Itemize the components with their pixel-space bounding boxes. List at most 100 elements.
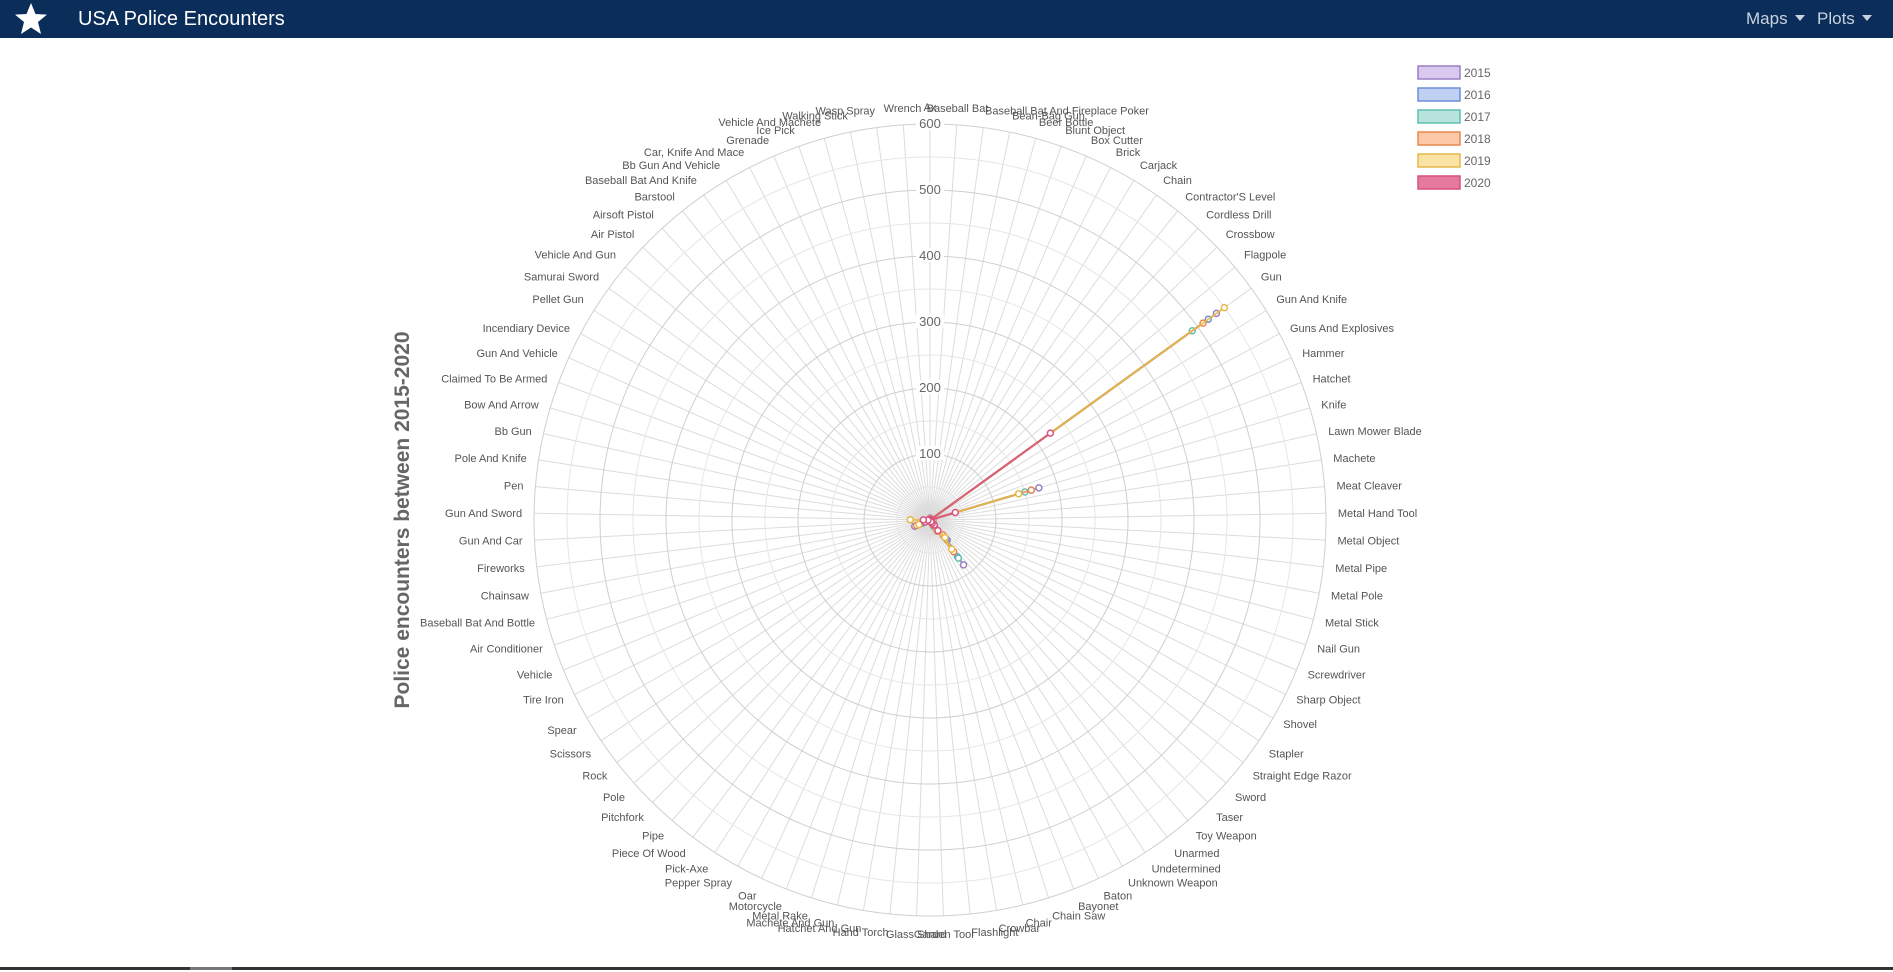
category-label: Grenade [726, 135, 769, 147]
series-2020 [919, 429, 1055, 535]
category-label: Pipe [642, 831, 664, 843]
category-label: Gun And Vehicle [476, 348, 557, 360]
category-label: Metal Pole [1331, 590, 1383, 602]
category-label: Glass Shard [886, 929, 947, 941]
category-label: Pole [603, 792, 625, 804]
grid-ring [632, 222, 1228, 818]
data-point [959, 561, 968, 569]
category-label: Gun And Sword [445, 508, 522, 520]
category-label: Chainsaw [481, 590, 529, 602]
category-label: Crowbar [999, 923, 1041, 935]
category-label: Walking Stick [782, 110, 848, 122]
category-label: Vehicle [517, 670, 552, 682]
category-label: Rock [582, 771, 608, 783]
category-label: Taser [1216, 812, 1243, 824]
grid-ring [764, 354, 1096, 686]
data-point [934, 526, 942, 535]
category-label: Crossbow [1226, 229, 1275, 241]
category-label: Gun And Knife [1276, 294, 1347, 306]
category-label: Vehicle And Machete [718, 117, 821, 129]
category-label: Piece Of Wood [612, 848, 686, 860]
legend-label: 2017 [1464, 110, 1491, 124]
category-label: Motorcycle [729, 901, 782, 913]
grid-ring [830, 420, 1030, 620]
category-label: Tire Iron [523, 695, 564, 707]
category-label: Metal Pipe [1335, 563, 1387, 575]
chevron-down-icon [1794, 15, 1805, 21]
category-label: Hatchet [1313, 373, 1351, 385]
category-label: Pitchfork [601, 812, 644, 824]
category-label: Bb Gun [494, 426, 531, 438]
category-label: Lawn Mower Blade [1328, 426, 1422, 438]
category-label: Carjack [1140, 160, 1178, 172]
category-label: Fireworks [477, 563, 525, 575]
category-label: Air Conditioner [470, 644, 543, 656]
star-icon[interactable] [13, 2, 49, 36]
tick-label: 100 [919, 446, 941, 461]
tick-label: 600 [919, 116, 941, 131]
category-label: Scissors [550, 748, 592, 760]
category-label: Nail Gun [1317, 644, 1360, 656]
category-label: Pepper Spray [665, 878, 733, 890]
category-label: Hand Torch [833, 927, 889, 939]
category-label: Meat Cleaver [1337, 481, 1403, 493]
category-label: Oar [738, 890, 757, 902]
nav-plots-label: Plots [1817, 9, 1855, 28]
category-label: Garden Tool [914, 929, 974, 941]
category-label: Incendiary Device [483, 323, 570, 335]
category-label: Guns And Explosives [1290, 323, 1394, 335]
category-label: Airsoft Pistol [593, 210, 654, 222]
category-label: Pole And Knife [455, 453, 527, 465]
tick-label-bg [916, 116, 944, 130]
nav-maps-dropdown[interactable]: Maps [1746, 9, 1805, 29]
category-label: Metal Rake [752, 910, 808, 922]
nav-plots-dropdown[interactable]: Plots [1817, 9, 1872, 29]
tick-label: 300 [919, 314, 941, 329]
axis-title: Police encounters between 2015-2020 [391, 331, 414, 708]
tick-label-bg [916, 380, 944, 394]
data-point [947, 545, 956, 553]
app-title[interactable]: USA Police Encounters [78, 8, 285, 30]
category-label: Flagpole [1244, 250, 1286, 262]
data-point [906, 515, 914, 524]
category-label: Pick-Axe [665, 864, 708, 876]
category-label: Toy Weapon [1196, 831, 1257, 843]
nav-maps-label: Maps [1746, 9, 1788, 28]
tick-label-bg [916, 182, 944, 196]
category-label: Gun And Car [459, 536, 523, 548]
category-label: Bayonet [1078, 901, 1118, 913]
category-label: Gun [1261, 271, 1282, 283]
category-label: Bb Gun And Vehicle [622, 160, 720, 172]
data-point [1027, 486, 1036, 494]
category-label: Knife [1321, 400, 1346, 412]
tick-label: 500 [919, 182, 941, 197]
legend-swatch [1417, 109, 1461, 124]
category-label: Spear [547, 725, 577, 737]
legend-label: 2016 [1464, 88, 1491, 102]
category-label: Chain Saw [1052, 910, 1105, 922]
legend-swatch [1417, 153, 1461, 168]
category-label: Vehicle And Gun [535, 250, 616, 262]
tick-label: 400 [919, 248, 941, 263]
category-label: Baseball Bat And Fireplace Poker [985, 106, 1149, 118]
tick-label-bg [916, 248, 944, 262]
category-label: Metal Hand Tool [1338, 508, 1417, 520]
grid-ring [896, 486, 964, 554]
category-label: Ice Pick [756, 125, 795, 137]
tick-label-bg [916, 446, 944, 460]
legend-swatch [1417, 87, 1461, 102]
bottom-rule [0, 967, 1893, 970]
category-label: Baseball Bat And Bottle [420, 617, 535, 629]
category-label: Flashlight [971, 927, 1018, 939]
tick-label: 200 [919, 380, 941, 395]
legend-swatch [1417, 65, 1461, 80]
category-label: Machete And Gun [746, 918, 834, 930]
category-label: Car, Knife And Mace [644, 147, 744, 159]
grid-ring [698, 288, 1162, 752]
legend-label: 2019 [1464, 154, 1491, 168]
category-label: Barstool [634, 192, 674, 204]
category-label: Claimed To Be Armed [441, 373, 547, 385]
category-label: Stapler [1269, 748, 1304, 760]
category-label: Screwdriver [1308, 670, 1366, 682]
